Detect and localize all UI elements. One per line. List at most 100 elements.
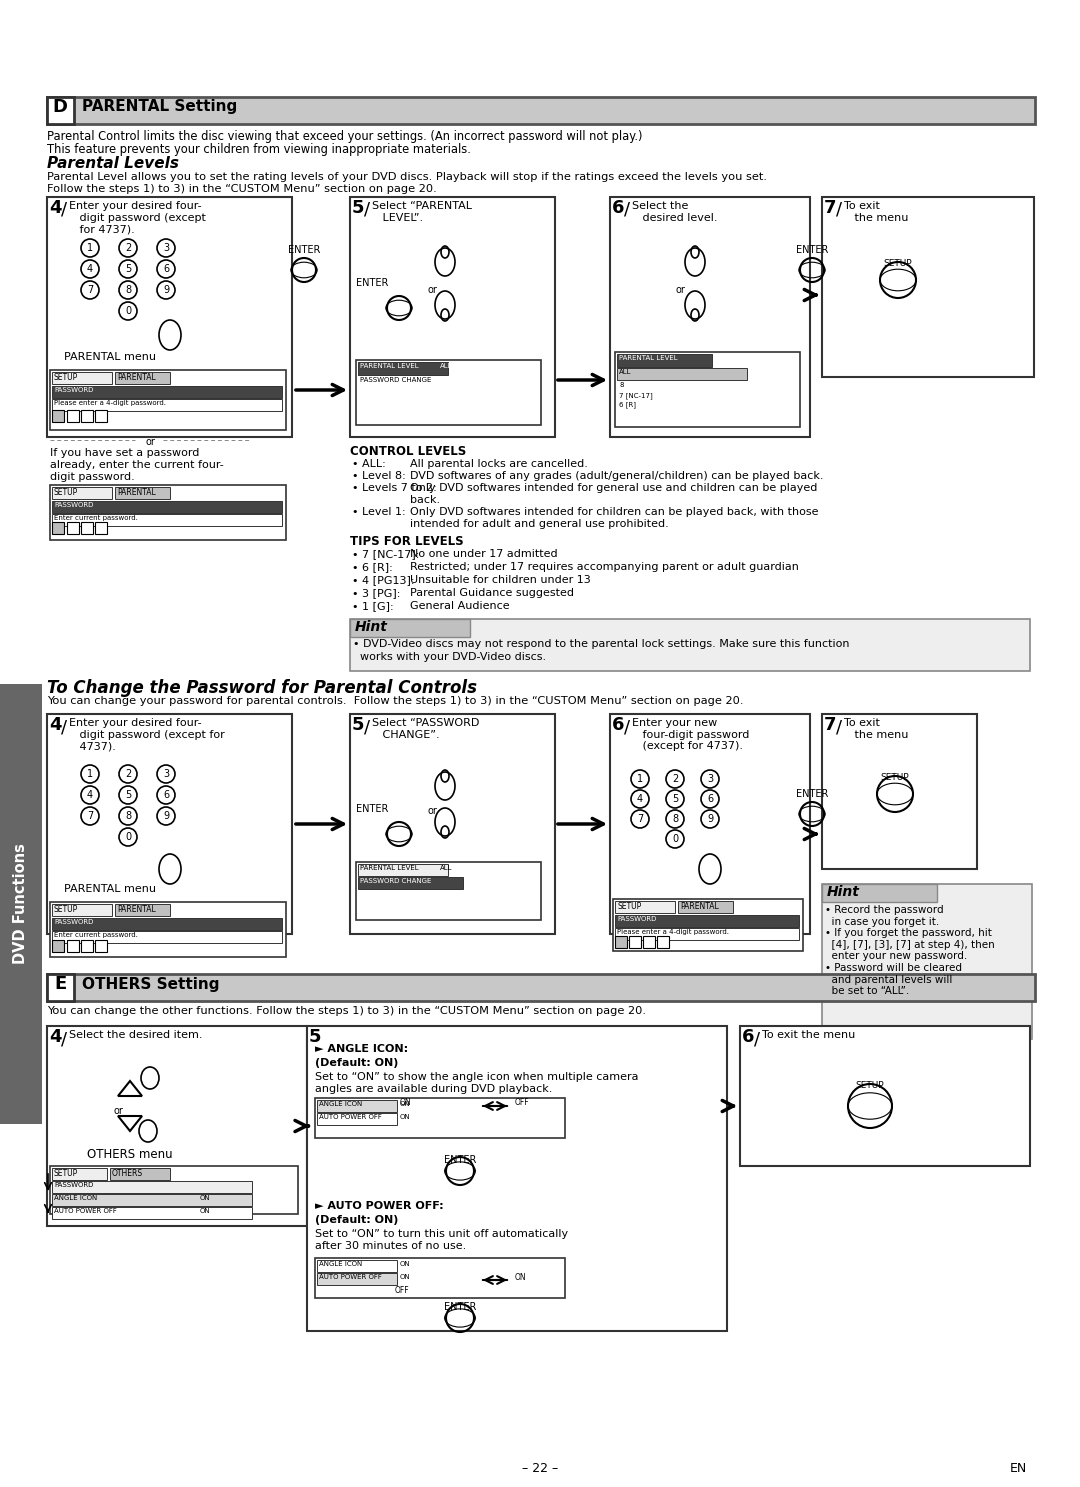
Text: intended for adult and general use prohibited.: intended for adult and general use prohi… bbox=[410, 519, 669, 529]
Text: ON: ON bbox=[515, 1273, 527, 1282]
Bar bbox=[350, 619, 470, 636]
Bar bbox=[95, 940, 107, 952]
Text: 4: 4 bbox=[49, 1028, 62, 1045]
Circle shape bbox=[666, 830, 684, 848]
Text: PARENTAL menu: PARENTAL menu bbox=[64, 883, 156, 894]
Text: 4: 4 bbox=[49, 199, 62, 217]
Text: PARENTAL menu: PARENTAL menu bbox=[64, 352, 156, 361]
Text: OFF: OFF bbox=[515, 1097, 529, 1106]
Text: 9: 9 bbox=[163, 286, 170, 294]
Text: ENTER: ENTER bbox=[444, 1155, 476, 1164]
Bar bbox=[643, 935, 654, 949]
Bar bbox=[315, 1258, 565, 1298]
Text: ON: ON bbox=[200, 1207, 211, 1213]
Bar bbox=[307, 1026, 727, 1331]
Text: Hint: Hint bbox=[355, 620, 388, 633]
Text: 5: 5 bbox=[309, 1028, 322, 1045]
Bar bbox=[52, 488, 112, 500]
Text: OTHERS menu: OTHERS menu bbox=[87, 1148, 173, 1161]
Bar bbox=[52, 917, 282, 929]
Circle shape bbox=[81, 787, 99, 804]
Text: /: / bbox=[836, 201, 842, 219]
Text: already, enter the current four-: already, enter the current four- bbox=[50, 459, 224, 470]
Text: Set to “ON” to turn this unit off automatically: Set to “ON” to turn this unit off automa… bbox=[315, 1228, 568, 1239]
Bar bbox=[52, 372, 112, 384]
Text: ENTER: ENTER bbox=[287, 245, 320, 254]
Text: 4: 4 bbox=[49, 717, 62, 735]
Text: ALL: ALL bbox=[440, 363, 453, 369]
Circle shape bbox=[666, 790, 684, 807]
Bar bbox=[357, 864, 448, 876]
Text: 6: 6 bbox=[612, 199, 624, 217]
Text: Select “PASSWORD
   CHANGE”.: Select “PASSWORD CHANGE”. bbox=[372, 718, 480, 739]
Bar bbox=[350, 619, 1030, 671]
Bar bbox=[52, 522, 64, 534]
Text: PASSWORD: PASSWORD bbox=[617, 916, 657, 922]
Text: /: / bbox=[364, 201, 370, 219]
Bar bbox=[52, 904, 112, 916]
Text: This feature prevents your children from viewing inappropriate materials.: This feature prevents your children from… bbox=[48, 143, 471, 156]
Circle shape bbox=[631, 770, 649, 788]
Bar bbox=[350, 714, 555, 934]
Text: 0: 0 bbox=[672, 834, 678, 845]
Text: • Level 1:: • Level 1: bbox=[352, 507, 406, 517]
Circle shape bbox=[157, 239, 175, 257]
Text: AUTO POWER OFF: AUTO POWER OFF bbox=[54, 1207, 117, 1213]
Circle shape bbox=[701, 770, 719, 788]
Text: 4: 4 bbox=[86, 265, 93, 274]
Text: 3: 3 bbox=[163, 769, 170, 779]
Bar bbox=[315, 1097, 565, 1138]
Text: /: / bbox=[754, 1030, 760, 1048]
Text: 9: 9 bbox=[707, 813, 713, 824]
Bar bbox=[613, 900, 804, 952]
Text: 5: 5 bbox=[672, 794, 678, 804]
Text: or: or bbox=[675, 286, 685, 294]
Text: 2: 2 bbox=[672, 775, 678, 784]
Bar bbox=[615, 915, 799, 926]
Text: SETUP: SETUP bbox=[855, 1081, 885, 1090]
Circle shape bbox=[701, 810, 719, 828]
Bar bbox=[48, 714, 292, 934]
Text: PARENTAL LEVEL: PARENTAL LEVEL bbox=[619, 355, 677, 361]
Text: To exit
   the menu: To exit the menu bbox=[843, 718, 908, 739]
Bar bbox=[318, 1100, 397, 1112]
Bar bbox=[52, 1194, 252, 1206]
Bar bbox=[114, 372, 170, 384]
Bar bbox=[48, 974, 1035, 1001]
Text: ON: ON bbox=[400, 1274, 410, 1280]
Circle shape bbox=[81, 807, 99, 825]
Text: Select the
   desired level.: Select the desired level. bbox=[632, 201, 717, 223]
Bar bbox=[610, 196, 810, 437]
Text: 3: 3 bbox=[707, 775, 713, 784]
Text: 2: 2 bbox=[125, 242, 131, 253]
Text: (Default: ON): (Default: ON) bbox=[315, 1057, 399, 1068]
Text: PASSWORD: PASSWORD bbox=[54, 503, 93, 509]
Bar bbox=[0, 684, 42, 1124]
Text: 8: 8 bbox=[125, 286, 131, 294]
Text: 7: 7 bbox=[86, 286, 93, 294]
Text: To Change the Password for Parental Controls: To Change the Password for Parental Cont… bbox=[48, 680, 477, 697]
Text: PASSWORD CHANGE: PASSWORD CHANGE bbox=[360, 378, 431, 384]
Text: Please enter a 4-digit password.: Please enter a 4-digit password. bbox=[617, 929, 729, 935]
Text: All parental locks are cancelled.: All parental locks are cancelled. bbox=[410, 459, 588, 468]
Bar bbox=[629, 935, 642, 949]
Bar bbox=[610, 714, 810, 934]
Bar bbox=[615, 901, 675, 913]
Bar bbox=[67, 940, 79, 952]
Text: 5: 5 bbox=[352, 199, 365, 217]
Text: 6: 6 bbox=[742, 1028, 755, 1045]
Bar bbox=[52, 399, 282, 410]
Text: SETUP: SETUP bbox=[54, 488, 78, 497]
Circle shape bbox=[157, 764, 175, 784]
Text: EN: EN bbox=[1010, 1462, 1027, 1475]
Text: /: / bbox=[624, 201, 630, 219]
Bar bbox=[357, 877, 463, 889]
Bar bbox=[114, 904, 170, 916]
Text: PARENTAL: PARENTAL bbox=[680, 903, 719, 912]
Bar bbox=[615, 935, 627, 949]
Text: • ALL:: • ALL: bbox=[352, 459, 386, 468]
Bar bbox=[95, 410, 107, 422]
Circle shape bbox=[631, 790, 649, 807]
Text: ON: ON bbox=[400, 1097, 411, 1106]
Bar bbox=[50, 485, 286, 540]
